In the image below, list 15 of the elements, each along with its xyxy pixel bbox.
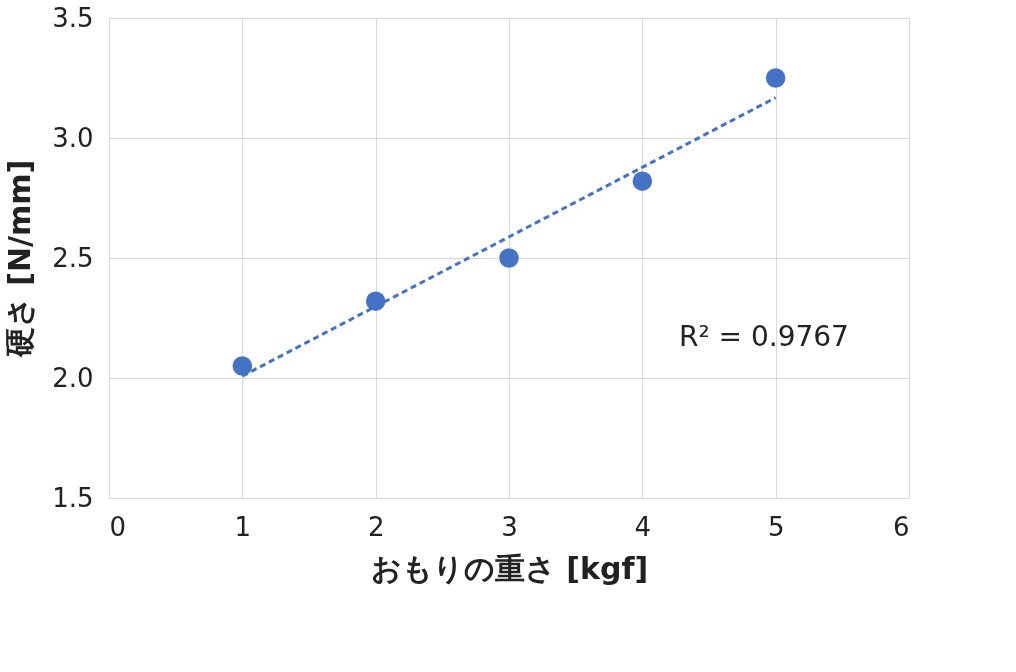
y-tick-label: 2.0	[52, 362, 94, 393]
x-tick-label: 1	[234, 511, 252, 542]
x-tick-label: 5	[767, 511, 785, 542]
y-tick-label: 1.5	[52, 482, 94, 513]
annotation: R² = 0.9767	[679, 320, 849, 353]
y-tick-label: 3.0	[52, 122, 94, 153]
x-tick-label: 0	[109, 511, 127, 542]
x-tick-label: 3	[501, 511, 518, 542]
x-tick-label: 2	[367, 511, 385, 542]
x-axis-title: おもりの重さ [kgf]	[370, 550, 649, 586]
y-axis-title: 硬さ [N/mm]	[2, 159, 38, 359]
x-tick-label: 4	[634, 511, 652, 542]
x-tick-label: 6	[892, 511, 910, 542]
y-tick-label: 2.5	[52, 242, 94, 273]
y-tick-label: 3.5	[52, 2, 94, 33]
